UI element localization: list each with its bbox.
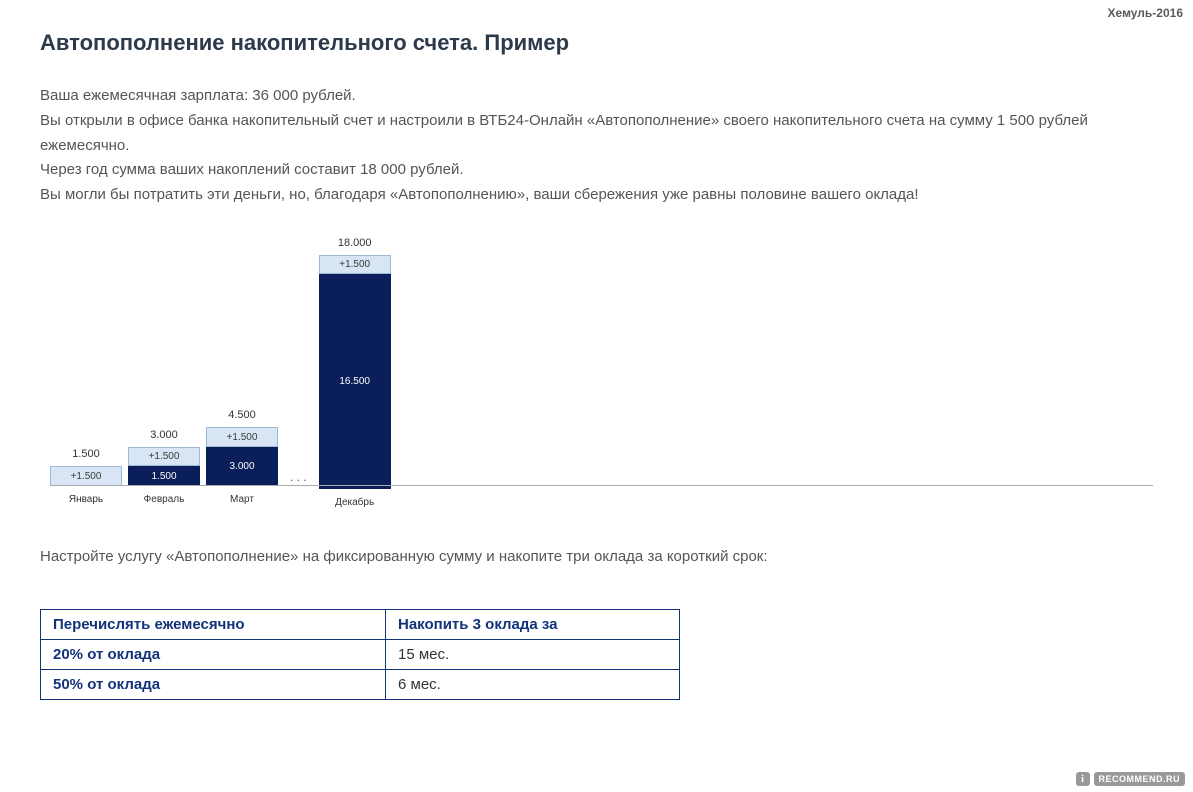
chart-baseline [50, 485, 1153, 486]
watermark-author: Хемуль-2016 [1108, 6, 1183, 20]
table-cell: 15 мес. [386, 639, 680, 669]
savings-chart: 1.500+1.500Январь3.000+1.5001.500Февраль… [50, 238, 1153, 508]
stacked-bar: +1.500 [50, 466, 122, 486]
stacked-bar: +1.5003.000 [206, 427, 278, 486]
table-cell: 20% от оклада [41, 639, 386, 669]
chart-column: 3.000 +1.5001.500 Февраль [128, 238, 200, 508]
table-cell: 50% от оклада [41, 669, 386, 699]
subtext: Настройте услугу «Автопополнение» на фик… [40, 548, 1153, 565]
chart-column: 18.000 +1.50016.500 Декабрь [319, 238, 391, 508]
bar-x-label: Январь [69, 494, 103, 508]
bar-x-label: Март [230, 494, 254, 508]
bar-segment-base: 16.500 [319, 274, 391, 489]
paragraph-1: Ваша ежемесячная зарплата: 36 000 рублей… [40, 84, 1153, 109]
bar-x-label: Февраль [144, 494, 185, 508]
bar-segment-base: 1.500 [128, 466, 200, 486]
bar-segment-addition: +1.500 [50, 466, 122, 486]
bar-segment-addition: +1.500 [319, 255, 391, 275]
paragraph-2: Вы открыли в офисе банка накопительный с… [40, 109, 1153, 159]
bar-x-label: Декабрь [335, 497, 374, 508]
chart-column: 1.500 +1.500 Январь [50, 238, 122, 508]
page-title: Автопополнение накопительного счета. При… [40, 30, 1153, 56]
chart-column: 4.500 +1.5003.000 Март [206, 238, 278, 508]
table-cell: 6 мес. [386, 669, 680, 699]
bar-total-label: 3.000 [150, 429, 178, 441]
watermark-site-text: RECOMMEND.RU [1094, 772, 1186, 786]
savings-table: Перечислять ежемесячно Накопить 3 оклада… [40, 609, 680, 700]
bar-total-label: 18.000 [338, 237, 372, 249]
stacked-bar: +1.5001.500 [128, 447, 200, 486]
bar-segment-addition: +1.500 [206, 427, 278, 447]
info-icon: i [1076, 772, 1090, 786]
stacked-bar: +1.50016.500 [319, 255, 391, 489]
bar-total-label: 4.500 [228, 409, 256, 421]
watermark-site: i RECOMMEND.RU [1076, 772, 1186, 786]
bar-segment-addition: +1.500 [128, 447, 200, 467]
bar-segment-base: 3.000 [206, 447, 278, 486]
table-row: 50% от оклада 6 мес. [41, 669, 680, 699]
chart-ellipsis: . . . [284, 470, 313, 484]
table-header-2: Накопить 3 оклада за [386, 609, 680, 639]
bar-total-label: 1.500 [72, 448, 100, 460]
table-header-1: Перечислять ежемесячно [41, 609, 386, 639]
table-row: 20% от оклада 15 мес. [41, 639, 680, 669]
paragraph-3: Через год сумма ваших накоплений состави… [40, 158, 1153, 183]
paragraph-4: Вы могли бы потратить эти деньги, но, бл… [40, 183, 1153, 208]
